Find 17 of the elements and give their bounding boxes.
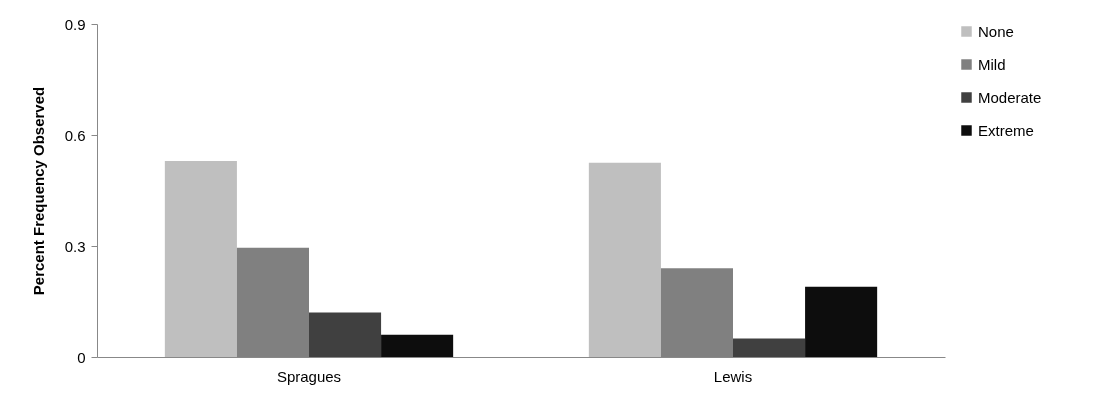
bar	[588, 162, 661, 357]
y-axis-title: Percent Frequency Observed	[29, 86, 47, 296]
y-tick-label: 0.6	[64, 126, 86, 144]
x-tick-label: Spragues	[276, 367, 342, 385]
bar	[309, 312, 382, 357]
y-tick-label: 0.9	[64, 15, 86, 33]
legend-label: Moderate	[978, 88, 1042, 106]
y-tick-label: 0	[77, 348, 86, 366]
x-tick-label: Lewis	[713, 367, 753, 385]
y-tick-label: 0.3	[64, 237, 86, 255]
bar	[381, 334, 454, 357]
bar	[733, 338, 806, 357]
legend-label: Extreme	[978, 121, 1034, 139]
bar	[805, 286, 878, 357]
legend-label: None	[978, 22, 1014, 40]
legend-label: Mild	[978, 55, 1006, 73]
bar	[164, 160, 237, 357]
